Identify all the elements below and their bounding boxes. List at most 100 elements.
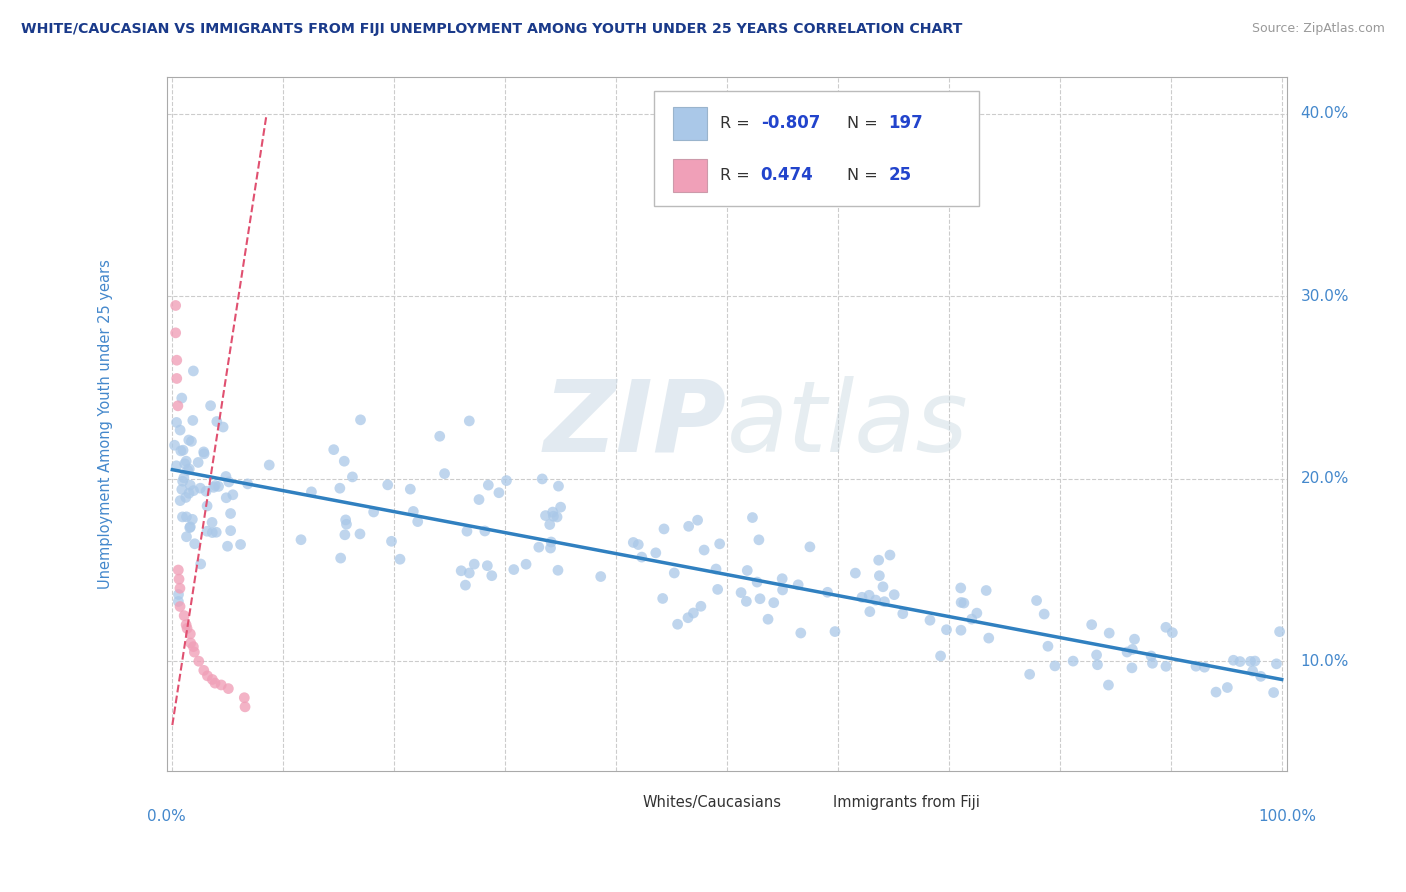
Point [735,564,758,578]
Text: 20.0%: 20.0% [1301,471,1350,486]
Point [709,537,731,551]
Point [541,505,564,519]
Point [172,443,194,458]
Point [741,510,763,524]
Text: 30.0%: 30.0% [1301,289,1350,304]
Point [229,537,252,551]
Point [456,524,478,538]
Point [540,535,562,549]
Point [960,612,983,626]
Point [219,507,242,521]
Point [172,474,194,488]
Point [704,562,727,576]
Point [193,445,215,459]
Point [195,524,218,539]
Text: Source: ZipAtlas.com: Source: ZipAtlas.com [1251,22,1385,36]
Point [1043,659,1066,673]
Point [1250,669,1272,683]
Point [299,484,322,499]
Point [1216,681,1239,695]
Point [176,621,198,635]
Text: Whites/Caucasians: Whites/Caucasians [643,795,782,810]
Text: 0.0%: 0.0% [148,809,186,824]
Text: Immigrants from Fiji: Immigrants from Fiji [834,795,980,810]
Point [193,664,215,678]
Point [977,631,1000,645]
Point [167,587,190,601]
Point [918,613,941,627]
Point [1239,654,1261,668]
Point [195,484,218,499]
Point [173,471,195,485]
Point [1222,653,1244,667]
Point [589,569,612,583]
Point [167,572,190,586]
Point [174,617,197,632]
Point [651,591,673,606]
Point [1097,678,1119,692]
Point [204,676,226,690]
Point [215,491,238,505]
Point [1123,632,1146,647]
Point [1085,648,1108,662]
Point [1018,667,1040,681]
Point [949,624,972,638]
Text: -0.807: -0.807 [761,114,820,132]
Point [169,493,191,508]
Point [540,541,562,555]
Point [179,627,201,641]
Point [170,443,193,458]
Point [180,636,202,650]
Point [179,462,201,476]
Point [1265,657,1288,671]
Point [349,413,371,427]
Point [481,568,503,582]
Point [1033,607,1056,621]
Point [1268,624,1291,639]
Point [735,594,758,608]
Text: WHITE/CAUCASIAN VS IMMIGRANTS FROM FIJI UNEMPLOYMENT AMONG YOUTH UNDER 25 YEARS : WHITE/CAUCASIAN VS IMMIGRANTS FROM FIJI … [21,22,963,37]
Point [799,540,821,554]
Point [190,557,212,571]
Point [380,534,402,549]
Point [693,543,716,558]
Point [935,623,957,637]
Point [546,510,568,524]
Point [218,475,240,489]
Point [974,583,997,598]
Point [165,326,187,340]
Point [329,551,352,566]
Point [950,595,973,609]
Text: 100.0%: 100.0% [1258,809,1316,824]
Point [167,594,190,608]
Point [748,533,770,547]
Point [488,485,510,500]
Text: 25: 25 [889,166,911,184]
FancyBboxPatch shape [673,106,707,140]
Point [179,478,201,492]
Point [180,434,202,449]
Point [682,606,704,620]
Point [181,512,204,526]
Point [1087,657,1109,672]
Text: 0.474: 0.474 [761,166,814,184]
Point [187,654,209,668]
Point [676,611,699,625]
FancyBboxPatch shape [800,791,828,814]
Point [770,572,793,586]
Point [183,483,205,498]
Point [163,438,186,452]
Point [730,585,752,599]
Point [547,563,569,577]
Point [527,540,550,554]
Point [167,563,190,577]
FancyBboxPatch shape [609,791,637,814]
Point [1140,648,1163,663]
Point [966,606,988,620]
Point [953,596,976,610]
Point [202,480,225,494]
Point [1154,620,1177,634]
Point [756,612,779,626]
Point [177,433,200,447]
Point [652,522,675,536]
